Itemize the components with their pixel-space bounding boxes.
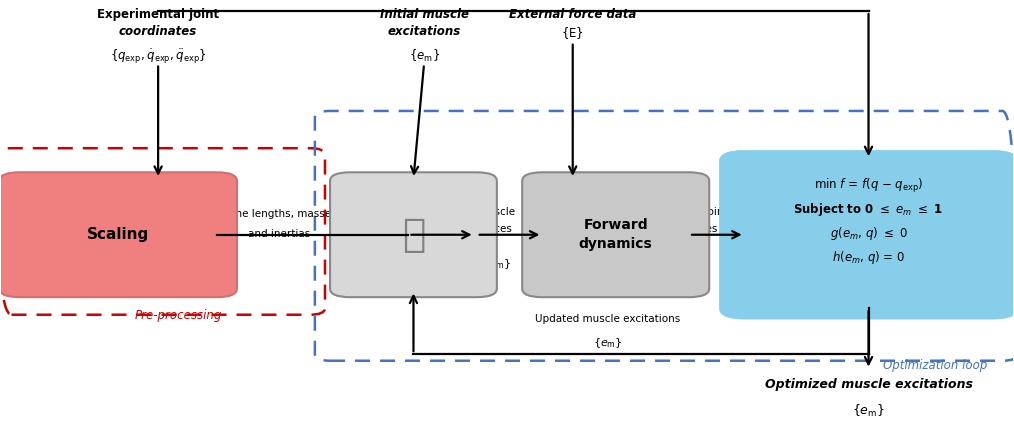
Text: 🦵: 🦵 xyxy=(402,216,425,254)
Text: Bone lengths, masses: Bone lengths, masses xyxy=(222,209,337,219)
Text: $\{F_\mathrm{m}\}$: $\{F_\mathrm{m}\}$ xyxy=(483,258,511,271)
FancyBboxPatch shape xyxy=(0,172,237,297)
Text: and inertias: and inertias xyxy=(248,228,310,239)
Text: $g$($e_m$, $q$) $\leq$ 0: $g$($e_m$, $q$) $\leq$ 0 xyxy=(829,225,908,242)
Text: Subject to 0 $\leq$ $e_m$ $\leq$ 1: Subject to 0 $\leq$ $e_m$ $\leq$ 1 xyxy=(794,201,944,218)
Text: forces: forces xyxy=(481,224,513,234)
FancyBboxPatch shape xyxy=(522,172,709,297)
Text: $\{e_\mathrm{m}\}$: $\{e_\mathrm{m}\}$ xyxy=(852,403,885,419)
Text: Pre-processing: Pre-processing xyxy=(135,309,222,322)
Text: $h$($e_m$, $q$) = 0: $h$($e_m$, $q$) = 0 xyxy=(831,249,906,266)
Text: Experimental joint: Experimental joint xyxy=(97,8,219,21)
Text: min $f$ = $f$($q$ $-$ $q_\mathrm{exp}$): min $f$ = $f$($q$ $-$ $q_\mathrm{exp}$) xyxy=(814,177,923,194)
Text: Updated muscle excitations: Updated muscle excitations xyxy=(535,314,680,324)
FancyBboxPatch shape xyxy=(330,172,497,297)
Text: $\{$E$\}$: $\{$E$\}$ xyxy=(562,26,584,41)
Text: Muscle: Muscle xyxy=(479,207,515,217)
Text: Initial muscle: Initial muscle xyxy=(379,8,468,21)
Text: Optimized muscle excitations: Optimized muscle excitations xyxy=(765,378,972,391)
Text: coordinates: coordinates xyxy=(656,224,718,234)
Text: $\{e_\mathrm{m}\}$: $\{e_\mathrm{m}\}$ xyxy=(409,47,440,64)
Text: Scaling: Scaling xyxy=(86,227,149,242)
Text: Forward
dynamics: Forward dynamics xyxy=(579,218,653,251)
Text: Optimization loop: Optimization loop xyxy=(883,359,988,371)
Text: $\{q,\dot{q},\ddot{q}\}$: $\{q,\dot{q},\ddot{q}\}$ xyxy=(663,257,711,272)
Text: excitations: excitations xyxy=(387,26,460,38)
Text: $\{q_\mathrm{exp},\dot{q}_\mathrm{exp},\ddot{q}_\mathrm{exp}\}$: $\{q_\mathrm{exp},\dot{q}_\mathrm{exp},\… xyxy=(110,47,207,66)
Text: Computed joint: Computed joint xyxy=(647,207,727,217)
Text: External force data: External force data xyxy=(509,8,637,21)
FancyBboxPatch shape xyxy=(719,150,1014,319)
Text: $\{e_\mathrm{m}\}$: $\{e_\mathrm{m}\}$ xyxy=(593,336,623,350)
Text: coordinates: coordinates xyxy=(119,26,198,38)
